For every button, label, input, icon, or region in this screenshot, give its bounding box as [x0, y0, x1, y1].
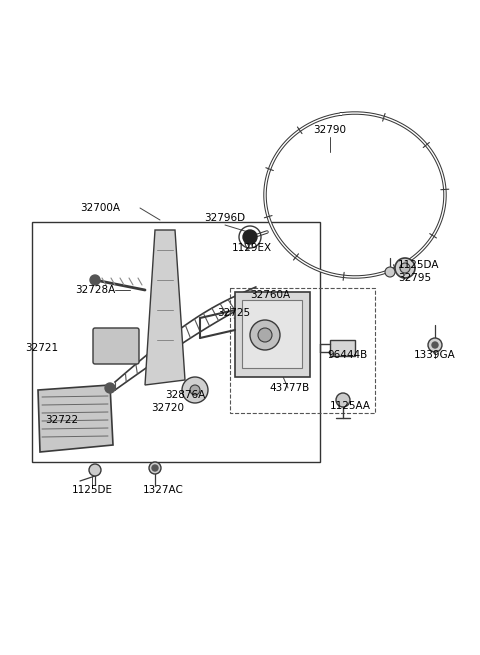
Text: 1327AC: 1327AC	[143, 485, 183, 495]
Text: 32722: 32722	[46, 415, 79, 425]
Circle shape	[250, 320, 280, 350]
Bar	[235, 292, 310, 377]
Circle shape	[385, 267, 395, 277]
Circle shape	[90, 275, 100, 285]
Text: 1339GA: 1339GA	[414, 350, 456, 360]
Circle shape	[400, 263, 410, 273]
Text: 1125AA: 1125AA	[329, 401, 371, 411]
Text: 32725: 32725	[217, 308, 251, 318]
Circle shape	[182, 377, 208, 403]
Bar	[32, 222, 320, 462]
FancyBboxPatch shape	[93, 328, 139, 364]
Circle shape	[149, 462, 161, 474]
Text: 32876A: 32876A	[165, 390, 205, 400]
Text: 43777B: 43777B	[270, 383, 310, 393]
Circle shape	[190, 385, 200, 395]
Text: 32760A: 32760A	[250, 290, 290, 300]
Text: 32790: 32790	[313, 125, 347, 135]
Polygon shape	[38, 385, 113, 452]
Text: 32720: 32720	[152, 403, 184, 413]
Text: 32796D: 32796D	[204, 213, 246, 223]
Circle shape	[395, 258, 415, 278]
Bar	[242, 300, 302, 368]
Text: 32795: 32795	[398, 273, 431, 283]
Circle shape	[105, 383, 115, 393]
Circle shape	[336, 393, 350, 407]
Circle shape	[243, 230, 257, 244]
Polygon shape	[145, 230, 185, 385]
Text: 1125DE: 1125DE	[72, 485, 112, 495]
Text: 32700A: 32700A	[80, 203, 120, 213]
Bar	[330, 340, 355, 356]
Bar	[230, 288, 375, 413]
Text: 32721: 32721	[25, 343, 59, 353]
Circle shape	[258, 328, 272, 342]
Circle shape	[89, 464, 101, 476]
Text: 32728A: 32728A	[75, 285, 115, 295]
Circle shape	[152, 465, 158, 471]
Text: 96444B: 96444B	[328, 350, 368, 360]
Text: 1129EX: 1129EX	[232, 243, 272, 253]
Circle shape	[428, 338, 442, 352]
Text: 1125DA: 1125DA	[398, 260, 440, 270]
Circle shape	[432, 342, 438, 348]
